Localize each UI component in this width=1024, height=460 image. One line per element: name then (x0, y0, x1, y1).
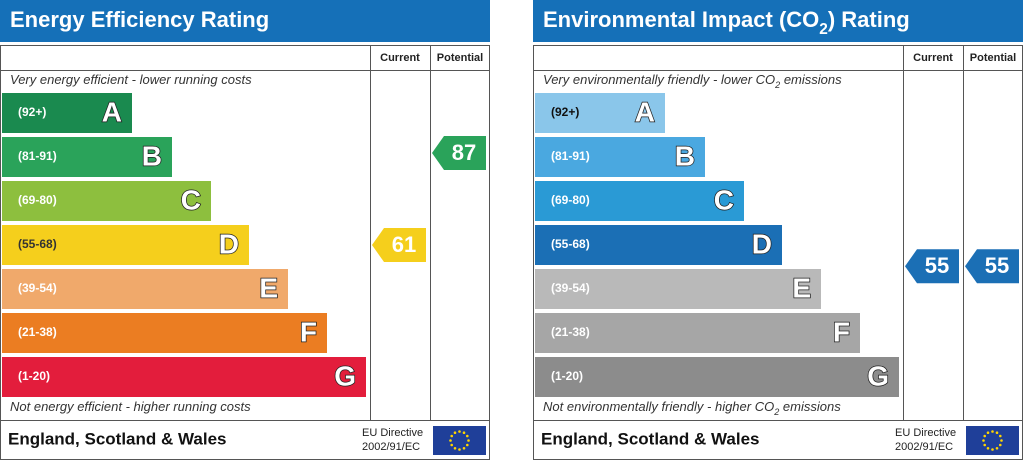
band-range: (92+) (18, 105, 46, 119)
bottom-note: Not environmentally friendly - higher CO… (543, 399, 841, 417)
band-range: (39-54) (18, 281, 57, 295)
band-range: (69-80) (18, 193, 57, 207)
band-range: (92+) (551, 105, 579, 119)
directive-line: EU Directive (895, 427, 956, 439)
rating-band (2, 137, 172, 177)
band-letter: C (714, 184, 734, 215)
band-letter: E (792, 272, 811, 303)
rating-band (535, 137, 705, 177)
top-note-part: 2 (774, 80, 780, 90)
band-range: (69-80) (551, 193, 590, 207)
band-letter: D (752, 228, 772, 259)
score-arrow (372, 228, 426, 263)
bottom-note-part: Not environmentally friendly - higher CO (543, 399, 774, 414)
rating-band (535, 93, 665, 133)
top-note-part: Very environmentally friendly - lower CO (543, 72, 775, 87)
rating-band (535, 357, 899, 397)
band-range: (1-20) (551, 369, 583, 383)
panel-title-part: Environmental Impact (CO (543, 7, 819, 32)
band-range: (21-38) (551, 325, 590, 339)
rating-panel: Energy Efficiency Rating Current Potential… (0, 0, 490, 460)
column-header: Current (913, 52, 953, 64)
panel-title-part: 2 (819, 21, 828, 38)
band-letter: B (142, 140, 162, 171)
top-note-part: Very energy efficient - lower running co… (10, 72, 252, 87)
panel-title-part: ) Rating (828, 7, 910, 32)
band-range: (81-91) (551, 149, 590, 163)
rating-band (535, 269, 821, 309)
rating-band (2, 313, 327, 353)
panel-title-part: Energy Efficiency Rating (10, 7, 269, 32)
score-value: 55 (925, 253, 949, 278)
score-value: 55 (985, 253, 1009, 278)
band-letter: G (334, 360, 356, 391)
rating-panel: Environmental Impact (CO2) RatingCurrent… (533, 0, 1023, 460)
panel-title: Energy Efficiency Rating (10, 7, 269, 32)
band-letter: A (635, 96, 655, 127)
rating-band (2, 181, 211, 221)
column-header: Current (380, 52, 420, 64)
top-note-part: emissions (780, 72, 842, 87)
band-letter: F (833, 316, 850, 347)
top-note: Very energy efficient - lower running co… (10, 72, 252, 87)
rating-band (2, 269, 288, 309)
score-value: 61 (392, 232, 416, 257)
rating-band (535, 181, 744, 221)
band-letter: E (259, 272, 278, 303)
band-range: (55-68) (551, 237, 590, 251)
top-note: Very environmentally friendly - lower CO… (543, 72, 842, 90)
footer-region: England, Scotland & Wales (541, 429, 760, 448)
band-letter: D (219, 228, 239, 259)
band-range: (21-38) (18, 325, 57, 339)
band-letter: B (675, 140, 695, 171)
score-arrow (905, 249, 959, 284)
band-letter: C (181, 184, 201, 215)
directive-line: EU Directive (362, 427, 423, 439)
bottom-note-part: emissions (779, 399, 841, 414)
band-letter: F (300, 316, 317, 347)
band-range: (39-54) (551, 281, 590, 295)
directive-line: 2002/91/EC (895, 441, 953, 453)
band-range: (81-91) (18, 149, 57, 163)
column-header: Potential (437, 52, 483, 64)
eu-flag (433, 426, 486, 455)
rating-band (2, 225, 249, 265)
bottom-note-part: Not energy efficient - higher running co… (10, 399, 251, 414)
eu-flag (966, 426, 1019, 455)
band-letter: A (102, 96, 122, 127)
bottom-note: Not energy efficient - higher running co… (10, 399, 251, 414)
band-range: (55-68) (18, 237, 57, 251)
rating-band (535, 313, 860, 353)
score-arrow (432, 136, 486, 170)
column-header: Potential (970, 52, 1016, 64)
panel-title: Environmental Impact (CO2) Rating (543, 7, 910, 38)
score-value: 87 (452, 140, 476, 165)
rating-band (2, 357, 366, 397)
directive-line: 2002/91/EC (362, 441, 420, 453)
band-range: (1-20) (18, 369, 50, 383)
footer-region: England, Scotland & Wales (8, 429, 227, 448)
rating-band (2, 93, 132, 133)
title-bar (0, 0, 490, 42)
score-arrow (965, 249, 1019, 284)
title-bar (533, 0, 1023, 42)
rating-band (535, 225, 782, 265)
band-letter: G (867, 360, 889, 391)
bottom-note-part: 2 (773, 407, 779, 417)
